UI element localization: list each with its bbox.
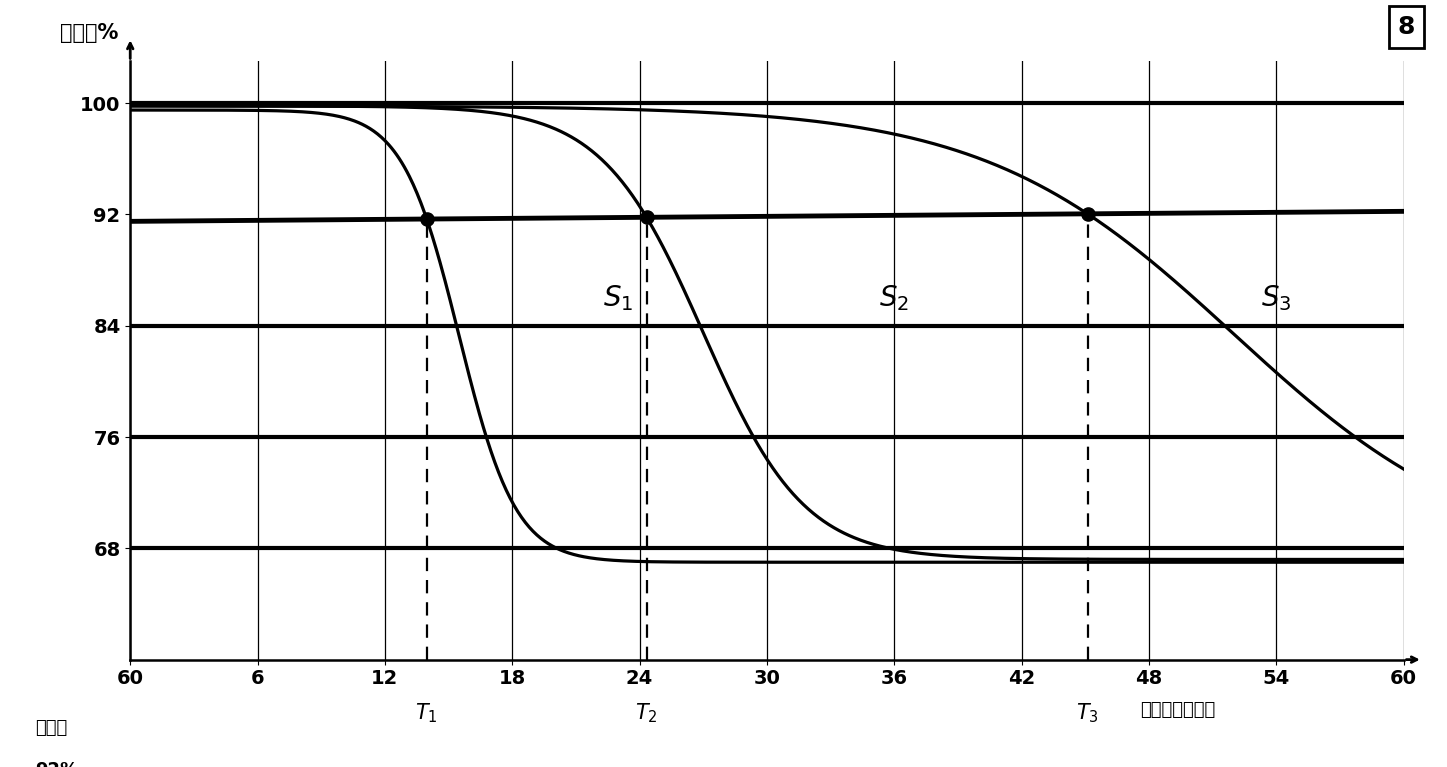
Text: $S_1$: $S_1$ (603, 283, 634, 313)
Point (1077, 208, 1100, 220)
Text: 8: 8 (1398, 15, 1415, 39)
Text: $T_1$: $T_1$ (415, 701, 438, 725)
Point (415, 213, 438, 225)
Point (635, 211, 658, 223)
Text: $S_2$: $S_2$ (880, 283, 909, 313)
Text: $T_2$: $T_2$ (635, 701, 658, 725)
Text: $S_3$: $S_3$ (1260, 283, 1292, 313)
Text: $T_3$: $T_3$ (1077, 701, 1098, 725)
Text: 反应时间（分）: 反应时间（分） (1140, 701, 1215, 719)
Text: 透光率%: 透光率% (61, 24, 119, 44)
Text: 92%: 92% (35, 762, 78, 767)
Text: 临界值: 临界值 (35, 719, 67, 737)
